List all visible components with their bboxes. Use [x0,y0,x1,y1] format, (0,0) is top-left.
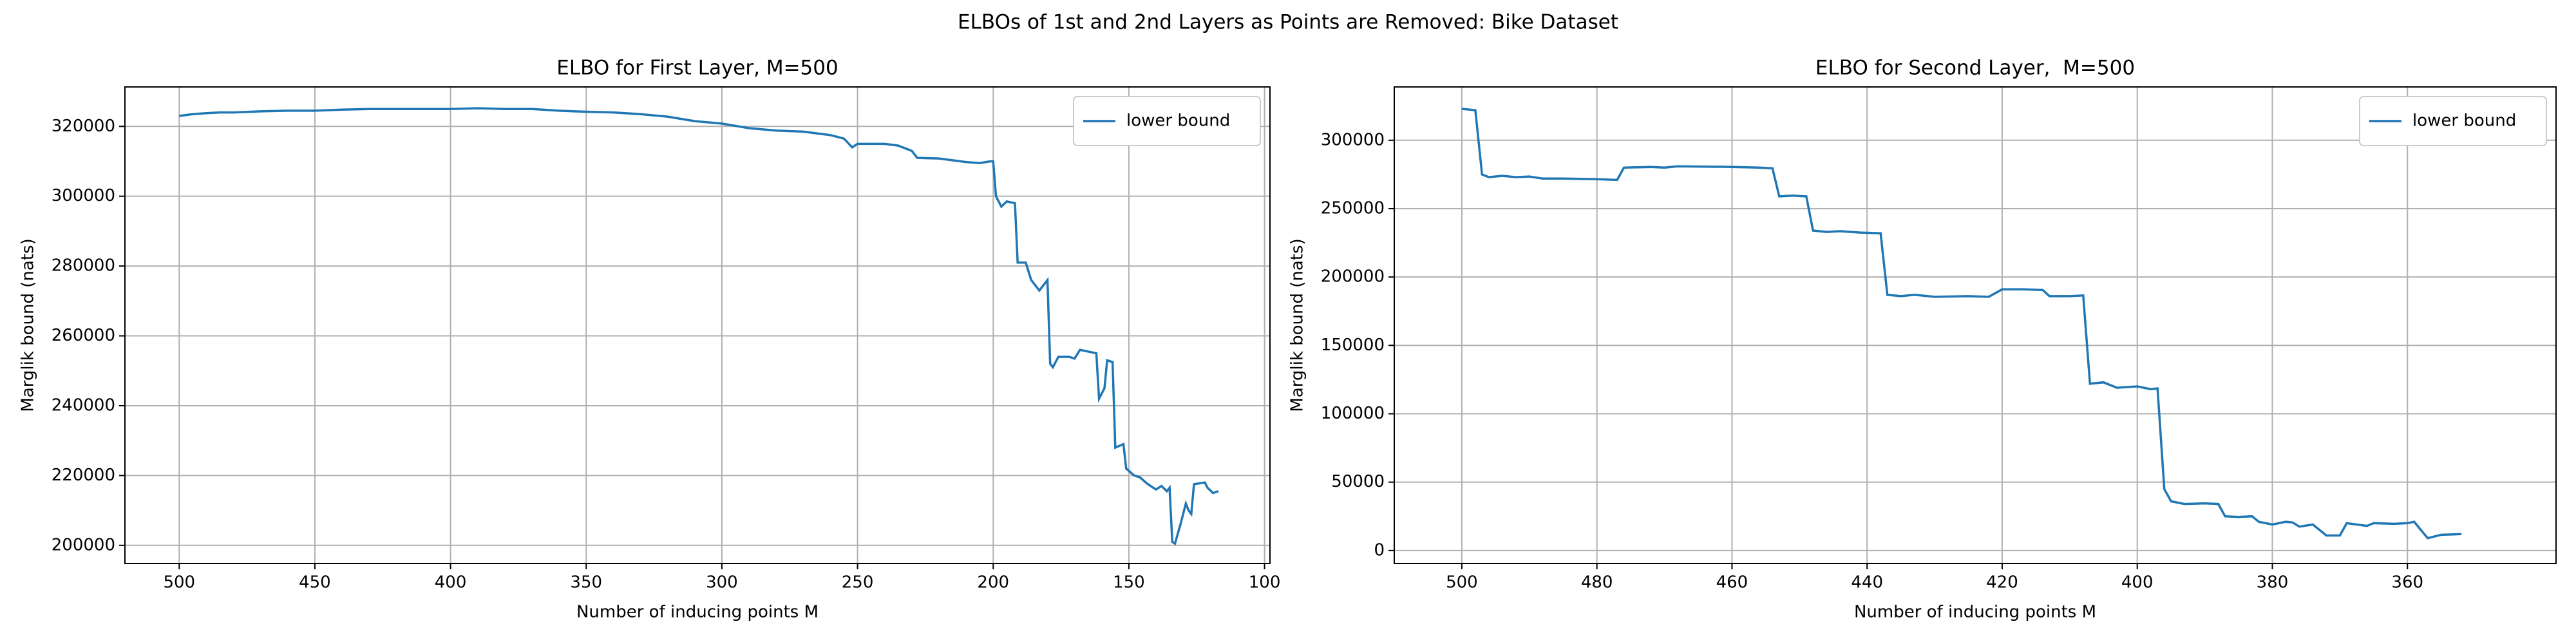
x-tick-label: 250 [842,573,874,592]
y-tick-label: 200000 [52,535,115,554]
data-line [1461,108,2462,540]
x-tick-label: 440 [1851,573,1883,592]
x-tick-label: 400 [2121,573,2154,592]
y-tick-label: 240000 [52,395,115,415]
y-tick-label: 200000 [1321,267,1385,287]
figure-title: ELBOs of 1st and 2nd Layers as Points ar… [958,11,1618,34]
x-tick-label: 360 [2391,573,2423,592]
data-line [179,107,1219,545]
x-tick-label: 420 [1986,573,2018,592]
y-tick-label: 320000 [52,117,115,136]
x-axis-label: Number of inducing points M [1854,603,2096,622]
y-tick-label: 220000 [52,466,115,485]
y-tick-label: 280000 [52,256,115,276]
x-tick-label: 100 [1249,573,1281,592]
y-tick-label: 150000 [1321,336,1385,355]
y-axis-label: Marglik bound (nats) [19,238,38,412]
y-tick-label: 100000 [1321,404,1385,423]
x-tick-label: 480 [1581,573,1613,592]
y-axis-label: Marglik bound (nats) [1288,238,1307,412]
x-tick-label: 450 [299,573,331,592]
x-tick-label: 460 [1716,573,1748,592]
x-tick-label: 150 [1113,573,1145,592]
legend-box [1073,96,1261,146]
x-tick-label: 500 [163,573,195,592]
y-tick-label: 260000 [52,326,115,345]
y-tick-label: 250000 [1321,198,1385,218]
legend-label: lower bound [1126,111,1230,131]
x-tick-label: 300 [706,573,738,592]
chart-title: ELBO for First Layer, M=500 [556,57,838,80]
legend-label: lower bound [2412,111,2516,131]
plot-frame [1394,86,2557,564]
x-tick-label: 200 [977,573,1009,592]
plot-frame [124,86,1271,564]
x-tick-label: 350 [570,573,602,592]
chart-title: ELBO for Second Layer, M=500 [1815,57,2135,80]
y-tick-label: 300000 [52,186,115,205]
x-axis-label: Number of inducing points M [576,603,819,622]
x-tick-label: 500 [1446,573,1478,592]
y-tick-label: 300000 [1321,130,1385,149]
legend-box [2359,96,2547,146]
x-tick-label: 400 [435,573,467,592]
y-tick-label: 0 [1374,540,1385,560]
x-tick-label: 380 [2257,573,2289,592]
y-tick-label: 50000 [1331,472,1385,491]
